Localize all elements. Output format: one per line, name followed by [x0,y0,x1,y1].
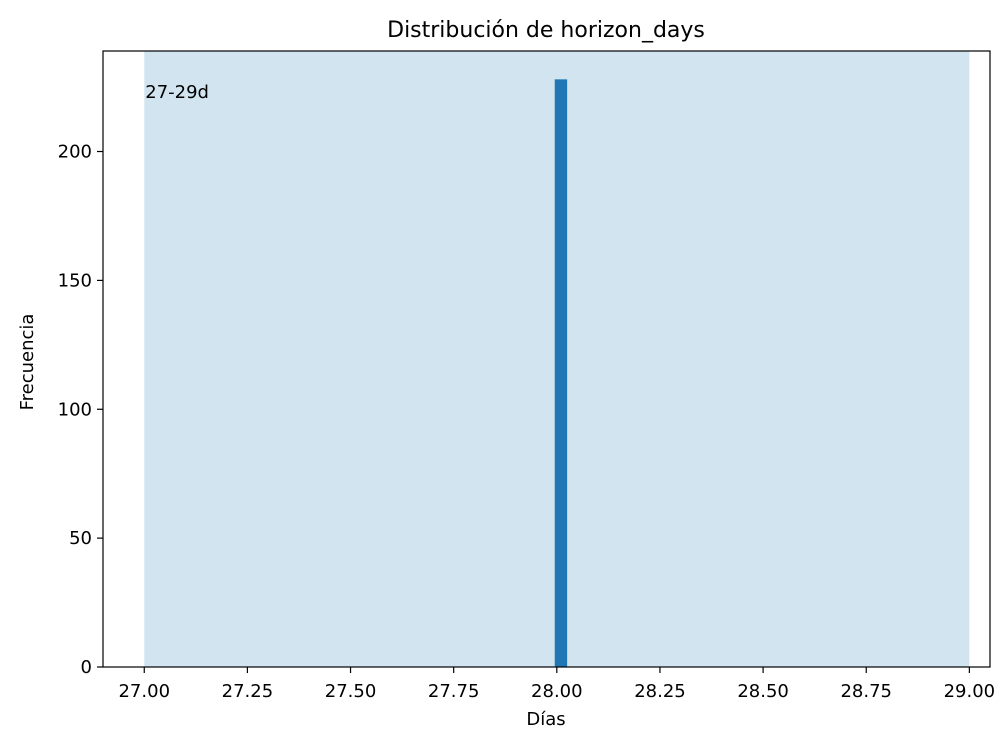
x-axis-label: Días [526,709,565,730]
y-tick-label: 200 [58,142,92,163]
x-tick-label: 28.00 [531,681,583,702]
histogram-bar [554,79,568,668]
band-label: 27-29d [145,82,209,103]
x-tick-label: 27.75 [428,681,480,702]
x-axis-ticks: 27.00 27.25 27.50 27.75 28.00 28.25 28.50 28.75… [118,667,995,702]
plot-frame [102,50,991,668]
y-axis-label: Frecuencia [17,314,38,411]
x-tick-label: 27.00 [118,681,170,702]
x-tick-label: 29.00 [944,681,996,702]
x-tick-label: 27.25 [222,681,274,702]
y-tick-label: 50 [69,528,92,549]
x-tick-label: 27.50 [325,681,377,702]
chart-title: Distribución de horizon_days [387,18,705,43]
bar-layer [554,79,568,668]
y-tick-label: 0 [81,657,92,678]
x-tick-label: 28.75 [840,681,892,702]
y-axis-ticks: 0 50 100 150 200 [58,142,103,678]
y-tick-label: 150 [58,270,92,291]
x-tick-label: 28.25 [634,681,686,702]
x-tick-label: 28.50 [737,681,789,702]
y-tick-label: 100 [58,399,92,420]
